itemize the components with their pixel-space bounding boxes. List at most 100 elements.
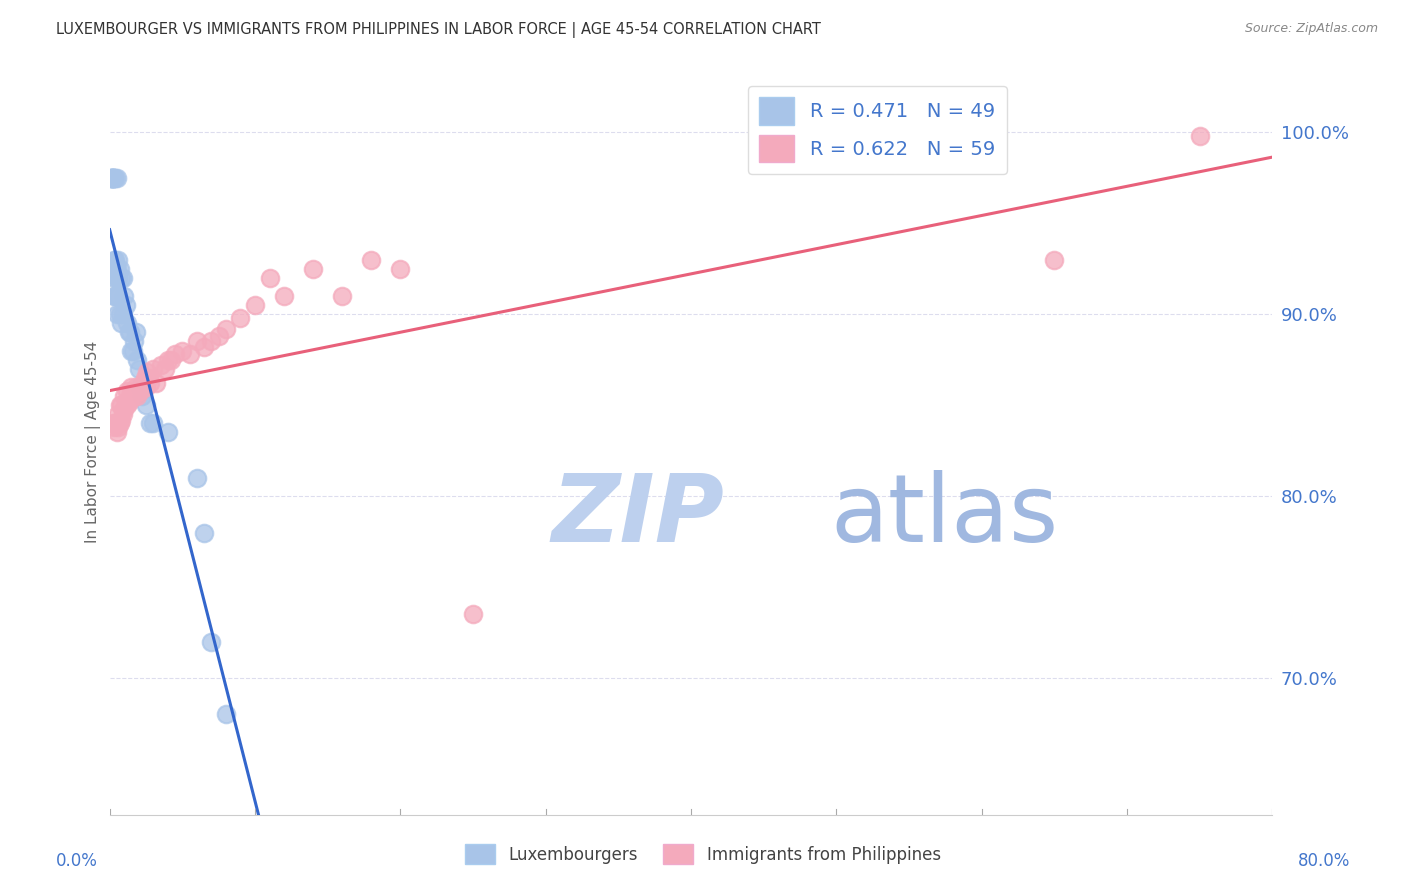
Point bbox=[101, 417, 124, 431]
Point bbox=[156, 425, 179, 440]
Point bbox=[128, 361, 150, 376]
Point bbox=[111, 407, 134, 421]
Point bbox=[108, 307, 131, 321]
Point bbox=[215, 707, 238, 722]
Point bbox=[103, 170, 125, 185]
Point bbox=[115, 384, 138, 398]
Point bbox=[114, 298, 136, 312]
Point bbox=[120, 380, 142, 394]
Point bbox=[104, 289, 127, 303]
Legend: R = 0.471   N = 49, R = 0.622   N = 59: R = 0.471 N = 49, R = 0.622 N = 59 bbox=[748, 86, 1007, 174]
Point bbox=[104, 252, 127, 267]
Point bbox=[104, 417, 127, 431]
Legend: Luxembourgers, Immigrants from Philippines: Luxembourgers, Immigrants from Philippin… bbox=[458, 838, 948, 871]
Point bbox=[120, 389, 142, 403]
Point bbox=[115, 316, 138, 330]
Point bbox=[360, 252, 382, 267]
Text: 80.0%: 80.0% bbox=[1298, 852, 1350, 870]
Point bbox=[193, 525, 215, 540]
Point bbox=[122, 384, 145, 398]
Point bbox=[108, 398, 131, 412]
Point bbox=[139, 417, 162, 431]
Point bbox=[103, 289, 125, 303]
Point bbox=[101, 170, 124, 185]
Text: atlas: atlas bbox=[831, 470, 1059, 562]
Point bbox=[186, 471, 208, 485]
Point bbox=[138, 371, 160, 385]
Point bbox=[107, 252, 129, 267]
Point bbox=[131, 380, 153, 394]
Point bbox=[112, 401, 135, 416]
Point bbox=[122, 343, 145, 358]
Point bbox=[100, 170, 122, 185]
Point bbox=[153, 361, 176, 376]
Point bbox=[103, 270, 125, 285]
Point bbox=[302, 261, 325, 276]
Point bbox=[129, 380, 152, 394]
Point bbox=[115, 398, 138, 412]
Point bbox=[131, 389, 153, 403]
Point bbox=[125, 326, 148, 340]
Point bbox=[117, 326, 139, 340]
Point bbox=[105, 307, 128, 321]
Point bbox=[159, 352, 181, 367]
Point bbox=[127, 352, 149, 367]
Point bbox=[110, 413, 132, 427]
Point bbox=[163, 347, 186, 361]
Point bbox=[186, 334, 208, 349]
Point bbox=[110, 398, 132, 412]
Point bbox=[229, 310, 252, 325]
Point bbox=[129, 384, 152, 398]
Point bbox=[114, 394, 136, 409]
Y-axis label: In Labor Force | Age 45-54: In Labor Force | Age 45-54 bbox=[86, 341, 101, 542]
Point bbox=[135, 380, 157, 394]
Point bbox=[101, 170, 124, 185]
Point bbox=[156, 352, 179, 367]
Point bbox=[134, 371, 156, 385]
Point bbox=[149, 358, 172, 372]
Point bbox=[111, 270, 134, 285]
Point bbox=[120, 343, 142, 358]
Point bbox=[111, 307, 134, 321]
Point bbox=[104, 261, 127, 276]
Point bbox=[101, 170, 124, 185]
Point bbox=[105, 425, 128, 440]
Point bbox=[128, 384, 150, 398]
Point bbox=[107, 270, 129, 285]
Point bbox=[112, 289, 135, 303]
Point bbox=[273, 289, 295, 303]
Point bbox=[142, 361, 165, 376]
Point bbox=[172, 343, 194, 358]
Point bbox=[132, 376, 155, 391]
Text: LUXEMBOURGER VS IMMIGRANTS FROM PHILIPPINES IN LABOR FORCE | AGE 45-54 CORRELATI: LUXEMBOURGER VS IMMIGRANTS FROM PHILIPPI… bbox=[56, 22, 821, 38]
Point bbox=[107, 289, 129, 303]
Point bbox=[100, 170, 122, 185]
Point bbox=[125, 380, 148, 394]
Point bbox=[145, 376, 167, 391]
Point bbox=[215, 322, 238, 336]
Point bbox=[1043, 252, 1066, 267]
Point bbox=[105, 261, 128, 276]
Point bbox=[135, 398, 157, 412]
Point bbox=[105, 170, 128, 185]
Point bbox=[330, 289, 353, 303]
Point bbox=[142, 417, 165, 431]
Point bbox=[110, 316, 132, 330]
Text: Source: ZipAtlas.com: Source: ZipAtlas.com bbox=[1244, 22, 1378, 36]
Point bbox=[193, 340, 215, 354]
Point bbox=[108, 261, 131, 276]
Text: 0.0%: 0.0% bbox=[56, 852, 98, 870]
Point bbox=[101, 170, 124, 185]
Point bbox=[124, 334, 146, 349]
Point bbox=[208, 329, 231, 343]
Point bbox=[107, 407, 129, 421]
Point bbox=[179, 347, 201, 361]
Point bbox=[389, 261, 412, 276]
Point bbox=[105, 417, 128, 431]
Point bbox=[100, 170, 122, 185]
Point bbox=[108, 417, 131, 431]
Point bbox=[110, 270, 132, 285]
Point bbox=[103, 420, 125, 434]
Point bbox=[118, 326, 141, 340]
Point bbox=[461, 607, 484, 622]
